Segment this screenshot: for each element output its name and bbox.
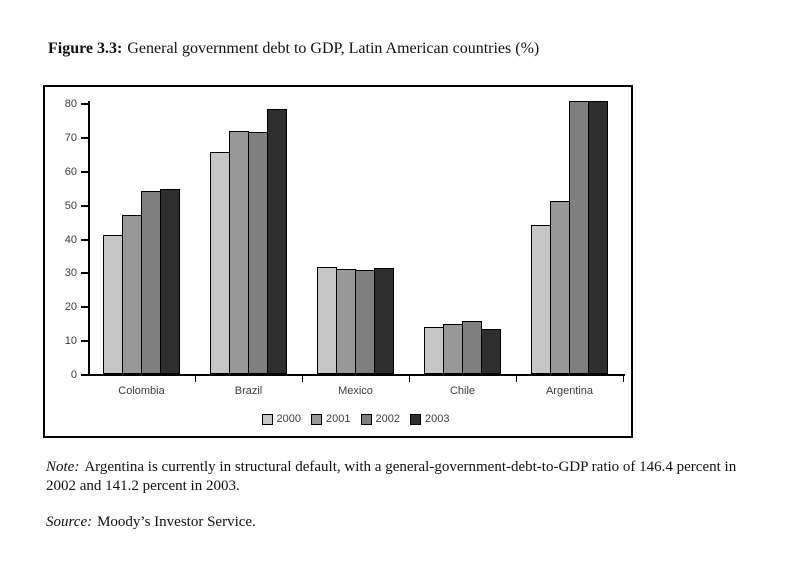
x-axis-line [88, 374, 625, 376]
y-axis-tick [81, 136, 88, 139]
plot-area: 0 10 20 30 40 50 60 70 80 Colombia Brazil Mexico Chi… [45, 87, 631, 436]
x-axis-boundary-tick [409, 376, 410, 382]
figure-caption: General government debt to GDP, Latin Am… [127, 40, 540, 57]
y-axis-tick-label: 80 [64, 98, 77, 110]
legend-label: 2001 [326, 413, 351, 425]
legend-label: 2002 [375, 413, 400, 425]
bar-chile-2001 [443, 324, 463, 374]
source-label: Source: [46, 514, 93, 530]
y-axis-tick [81, 306, 88, 309]
bar-brazil-2003 [267, 109, 287, 374]
bar-colombia-2002 [141, 191, 161, 374]
figure-source: Source: Moody’s Investor Service. [46, 514, 750, 531]
bar-mexico-2001 [336, 269, 356, 374]
note-text: Argentina is currently in structural def… [46, 459, 737, 494]
bar-argentina-2002 [569, 101, 589, 374]
legend-item-2003: 2003 [409, 413, 450, 425]
y-axis-tick-label: 0 [70, 369, 77, 381]
bar-brazil-2000 [210, 152, 230, 374]
x-axis-boundary-tick [623, 376, 624, 382]
x-axis-category-label: Argentina [545, 385, 594, 397]
legend-swatch-icon [409, 413, 421, 425]
chart-legend: 2000 2001 2002 2003 [88, 413, 623, 425]
y-axis-tick [81, 103, 88, 105]
y-axis-tick [81, 204, 88, 207]
legend-label: 2000 [276, 413, 302, 425]
bar-colombia-2001 [122, 215, 142, 374]
note-label: Note: [46, 459, 80, 475]
bar-mexico-2000 [317, 267, 337, 374]
y-axis-tick-label: 10 [64, 335, 77, 348]
y-axis-tick-label: 40 [64, 233, 77, 246]
y-axis-tick-label: 50 [64, 199, 77, 212]
x-axis-category-label: Colombia [118, 385, 165, 397]
bar-colombia-2000 [103, 235, 123, 374]
x-axis-boundary-tick [516, 376, 517, 382]
legend-label: 2003 [424, 413, 450, 425]
legend-item-2002: 2002 [360, 413, 400, 425]
y-axis-tick-label: 60 [64, 165, 77, 178]
legend-swatch-icon [261, 413, 273, 425]
chart-frame: 0 10 20 30 40 50 60 70 80 Colombia Brazil Mexico Chi… [43, 85, 633, 438]
legend-item-2000: 2000 [261, 413, 302, 425]
bar-brazil-2001 [229, 131, 249, 374]
y-axis-tick [81, 238, 88, 241]
y-axis-tick-label: 30 [64, 267, 77, 280]
bar-chile-2000 [424, 327, 444, 374]
x-axis-boundary-tick [302, 376, 303, 382]
bar-argentina-2001 [550, 201, 570, 374]
figure-title: Figure 3.3: General government debt to GD… [48, 40, 539, 58]
bar-brazil-2002 [248, 132, 268, 374]
x-axis-category-label: Chile [449, 385, 476, 397]
figure-note: Note: Argentina is currently in structura… [46, 458, 750, 496]
bar-mexico-2002 [355, 270, 375, 374]
bar-colombia-2003 [160, 189, 180, 374]
legend-item-2001: 2001 [311, 413, 351, 425]
y-axis-line [88, 101, 90, 376]
bar-chile-2003 [481, 329, 501, 374]
bar-argentina-2000 [531, 225, 551, 374]
bar-argentina-2003 [588, 101, 608, 374]
x-axis-category-label: Brazil [234, 385, 263, 397]
y-axis-tick [81, 374, 88, 376]
legend-swatch-icon [311, 413, 323, 425]
y-axis-tick [81, 340, 88, 343]
y-axis-tick-label: 20 [64, 301, 77, 314]
x-axis-category-label: Mexico [338, 385, 373, 397]
y-axis-tick-label: 70 [64, 131, 77, 144]
bar-chile-2002 [462, 321, 482, 374]
source-text: Moody’s Investor Service. [97, 514, 256, 530]
x-axis-boundary-tick [195, 376, 196, 382]
legend-swatch-icon [360, 413, 372, 425]
y-axis-tick [81, 272, 88, 275]
figure-number-label: Figure 3.3: [48, 40, 123, 57]
bar-mexico-2003 [374, 268, 394, 374]
y-axis-tick [81, 170, 88, 173]
